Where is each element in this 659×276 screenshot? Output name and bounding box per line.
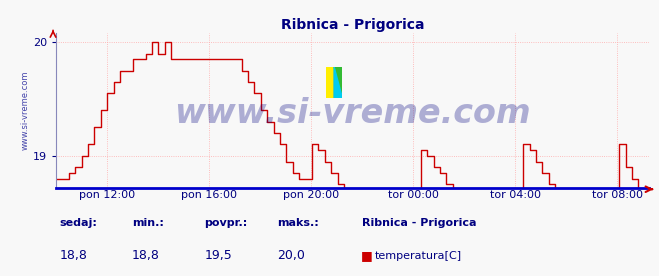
Text: 20,0: 20,0 xyxy=(277,250,304,262)
Text: Ribnica - Prigorica: Ribnica - Prigorica xyxy=(362,218,477,228)
Text: povpr.:: povpr.: xyxy=(204,218,248,228)
Text: min.:: min.: xyxy=(132,218,163,228)
Text: 18,8: 18,8 xyxy=(132,250,159,262)
Text: temperatura[C]: temperatura[C] xyxy=(374,251,461,261)
Title: Ribnica - Prigorica: Ribnica - Prigorica xyxy=(281,18,424,32)
Text: maks.:: maks.: xyxy=(277,218,318,228)
Text: sedaj:: sedaj: xyxy=(59,218,97,228)
Text: 18,8: 18,8 xyxy=(59,250,87,262)
Text: 19,5: 19,5 xyxy=(204,250,232,262)
Text: www.si-vreme.com: www.si-vreme.com xyxy=(174,97,531,130)
Text: ■: ■ xyxy=(361,250,373,262)
Y-axis label: www.si-vreme.com: www.si-vreme.com xyxy=(21,71,30,150)
